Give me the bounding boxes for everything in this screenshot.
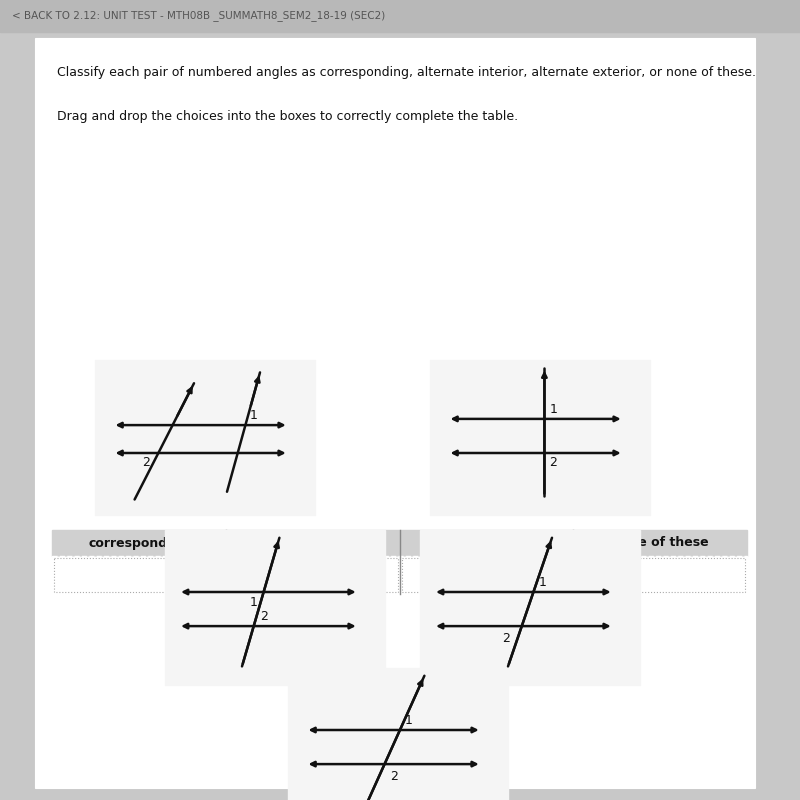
Text: 1: 1 <box>550 403 558 416</box>
Text: 2: 2 <box>260 610 268 622</box>
Text: 1: 1 <box>405 714 413 726</box>
Text: 1: 1 <box>250 595 258 609</box>
Text: 2: 2 <box>502 632 510 645</box>
Bar <box>165 530 385 685</box>
Bar <box>288 668 508 800</box>
Bar <box>420 530 640 685</box>
Bar <box>95 360 315 515</box>
Text: alternate interior: alternate interior <box>252 537 374 550</box>
Text: Drag and drop the choices into the boxes to correctly complete the table.: Drag and drop the choices into the boxes… <box>57 110 518 123</box>
Bar <box>0 0 800 32</box>
Text: 2: 2 <box>390 770 398 782</box>
Bar <box>430 360 650 515</box>
Text: < BACK TO 2.12: UNIT TEST - MTH08B _SUMMATH8_SEM2_18-19 (SEC2): < BACK TO 2.12: UNIT TEST - MTH08B _SUMM… <box>12 10 386 22</box>
Text: 1: 1 <box>538 575 546 589</box>
Text: Classify each pair of numbered angles as corresponding, alternate interior, alte: Classify each pair of numbered angles as… <box>57 66 756 79</box>
Bar <box>52 530 747 556</box>
Text: corresponding: corresponding <box>88 537 190 550</box>
Text: none of these: none of these <box>612 537 709 550</box>
Bar <box>52 556 747 594</box>
Text: 2: 2 <box>550 457 558 470</box>
Text: alternate exterior: alternate exterior <box>424 537 549 550</box>
Text: 1: 1 <box>250 409 258 422</box>
Text: 2: 2 <box>142 457 150 470</box>
